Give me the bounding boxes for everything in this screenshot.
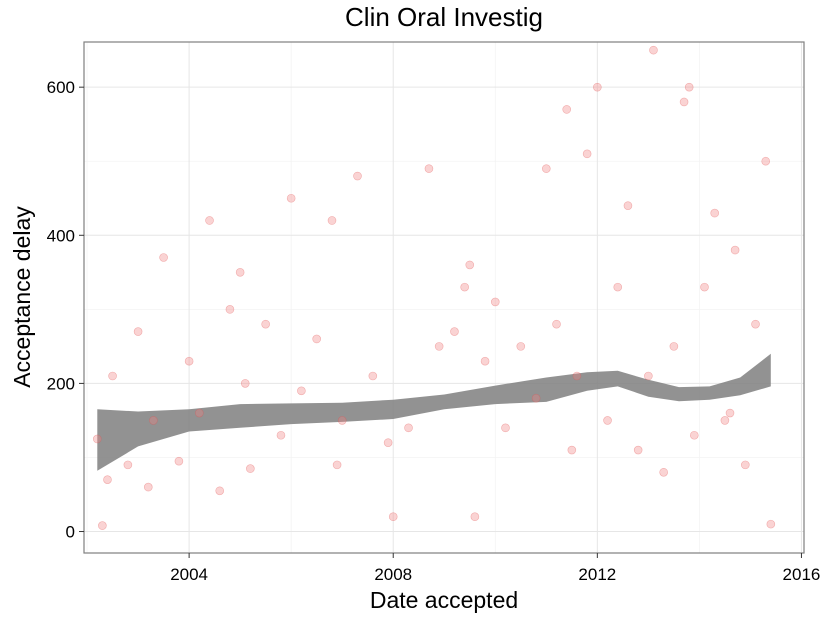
data-point bbox=[123, 460, 133, 470]
plot-border bbox=[83, 41, 805, 554]
data-point bbox=[240, 379, 250, 388]
x-axis: 2004 2008 2012 2016 bbox=[170, 553, 820, 584]
data-point bbox=[684, 82, 694, 92]
data-point bbox=[368, 371, 378, 381]
data-point bbox=[593, 82, 602, 92]
data-point bbox=[143, 482, 153, 492]
data-point bbox=[434, 342, 444, 351]
data-point bbox=[215, 486, 225, 496]
data-point bbox=[297, 386, 306, 396]
y-tick-label: 200 bbox=[47, 374, 75, 393]
data-point bbox=[450, 327, 459, 336]
scatter-points bbox=[92, 45, 776, 530]
data-point bbox=[383, 438, 393, 447]
x-tick-label: 2016 bbox=[783, 565, 821, 584]
data-point bbox=[623, 201, 633, 210]
data-point bbox=[659, 467, 668, 477]
data-point bbox=[562, 105, 572, 114]
y-axis: 0 200 400 600 bbox=[47, 78, 84, 542]
data-point bbox=[388, 512, 398, 522]
data-point bbox=[195, 408, 204, 418]
data-point bbox=[174, 456, 184, 466]
data-point bbox=[276, 430, 286, 440]
data-point bbox=[184, 356, 194, 366]
smooth-band bbox=[97, 353, 771, 471]
data-point bbox=[766, 519, 776, 529]
x-tick-label: 2008 bbox=[374, 565, 412, 584]
data-point bbox=[613, 282, 623, 292]
data-point bbox=[725, 408, 735, 418]
data-point bbox=[730, 245, 740, 255]
data-point bbox=[312, 334, 321, 344]
data-point bbox=[572, 371, 582, 381]
data-point bbox=[741, 460, 750, 470]
data-point bbox=[332, 460, 342, 470]
data-point bbox=[108, 371, 117, 381]
grid bbox=[84, 42, 804, 553]
data-point bbox=[286, 193, 296, 203]
data-point bbox=[552, 319, 561, 329]
data-point bbox=[542, 164, 551, 173]
data-point bbox=[603, 416, 612, 425]
data-point bbox=[327, 216, 337, 225]
data-point bbox=[225, 305, 235, 314]
data-point bbox=[761, 156, 771, 166]
data-point bbox=[501, 423, 510, 433]
data-point bbox=[679, 97, 689, 107]
data-point bbox=[133, 327, 143, 336]
data-point bbox=[689, 430, 699, 440]
confidence-band bbox=[97, 353, 771, 471]
data-point bbox=[700, 282, 709, 292]
chart-title: Clin Oral Investig bbox=[345, 2, 543, 32]
data-point bbox=[480, 356, 490, 366]
data-point bbox=[710, 208, 720, 218]
data-point bbox=[720, 416, 730, 425]
data-point bbox=[98, 521, 107, 530]
data-point bbox=[103, 475, 112, 484]
data-point bbox=[92, 434, 102, 444]
data-point bbox=[490, 297, 500, 307]
data-point bbox=[644, 371, 653, 381]
data-point bbox=[470, 512, 480, 522]
data-point bbox=[633, 445, 643, 455]
x-tick-label: 2004 bbox=[170, 565, 208, 584]
data-point bbox=[424, 164, 434, 173]
data-point bbox=[235, 268, 245, 277]
y-tick-label: 0 bbox=[66, 523, 75, 542]
data-point bbox=[516, 342, 526, 351]
y-tick-label: 400 bbox=[47, 226, 75, 245]
data-point bbox=[460, 282, 469, 292]
data-point bbox=[649, 45, 658, 55]
data-point bbox=[261, 319, 270, 329]
x-axis-title: Date accepted bbox=[370, 587, 518, 613]
y-axis-title: Acceptance delay bbox=[9, 206, 35, 388]
data-point bbox=[751, 319, 760, 329]
data-point bbox=[465, 260, 475, 270]
data-point bbox=[669, 342, 679, 351]
data-point bbox=[205, 216, 214, 225]
data-point bbox=[531, 393, 541, 403]
data-point bbox=[582, 149, 592, 159]
data-point bbox=[353, 171, 362, 181]
data-point bbox=[567, 445, 577, 455]
x-tick-label: 2012 bbox=[578, 565, 616, 584]
data-point bbox=[246, 464, 255, 473]
data-point bbox=[149, 416, 158, 425]
y-tick-label: 600 bbox=[47, 78, 75, 97]
data-point bbox=[159, 253, 168, 262]
data-point bbox=[404, 423, 413, 433]
data-point bbox=[337, 416, 347, 425]
